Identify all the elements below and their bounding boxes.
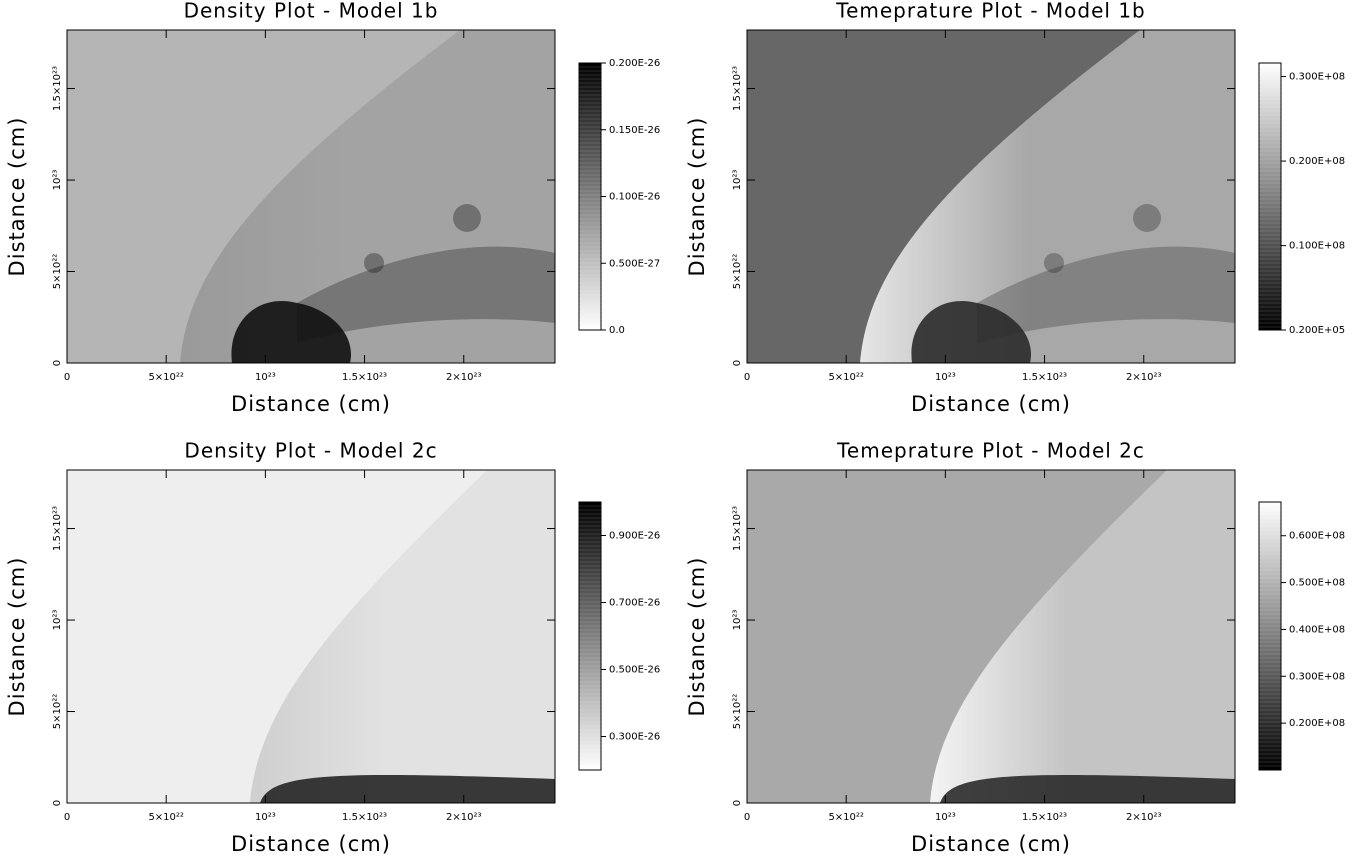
field-plume: [297, 246, 555, 343]
y-tick-label: 10²³: [52, 610, 63, 631]
x-axis-label: Distance (cm): [231, 832, 391, 856]
x-tick-label: 0: [64, 372, 70, 383]
x-tick-label: 10²³: [935, 812, 956, 823]
field-shocked: [860, 30, 1235, 363]
x-tick-label: 2×10²³: [446, 812, 481, 823]
field-image: [747, 470, 1235, 803]
colorbar-tick-label: 0.0: [609, 325, 625, 336]
plot-frame: [746, 469, 1236, 804]
y-tick-label: 0: [52, 800, 63, 806]
y-tick-label: 10²³: [52, 170, 63, 191]
field-jet: [940, 774, 1235, 803]
y-tick-label: 5×10²²: [52, 694, 63, 729]
field-shocked: [930, 470, 1235, 803]
field-image: [67, 470, 555, 803]
plot-frame: [746, 29, 1236, 364]
field-jet: [260, 774, 555, 803]
y-tick-label: 5×10²²: [732, 694, 743, 729]
chart-title: Density Plot - Model 1b: [184, 0, 439, 23]
colorbar-tick-label: 0.200E+05: [1289, 325, 1345, 336]
y-tick-label: 10²³: [732, 610, 743, 631]
y-axis-label: Distance (cm): [5, 117, 29, 277]
x-axis-label: Distance (cm): [911, 392, 1071, 416]
x-axis-label: Distance (cm): [231, 392, 391, 416]
colorbar-tick-label: 0.300E+08: [1289, 72, 1345, 83]
x-tick-label: 10²³: [255, 812, 276, 823]
x-tick-label: 5×10²²: [148, 812, 183, 823]
plot-frame: [66, 469, 556, 804]
x-tick-label: 1.5×10²³: [342, 372, 387, 383]
field-image: [747, 30, 1235, 363]
chart-title: Density Plot - Model 2c: [184, 439, 437, 463]
colorbar-tick-label: 0.200E+08: [1289, 156, 1345, 167]
colorbar-tick-label: 0.900E-26: [609, 531, 660, 542]
colorbar-tick-label: 0.200E+08: [1289, 718, 1345, 729]
x-tick-label: 1.5×10²³: [1022, 812, 1067, 823]
x-tick-label: 2×10²³: [1126, 812, 1161, 823]
colorbar-tick-label: 0.500E+08: [1289, 578, 1345, 589]
plot-frame: [66, 29, 556, 364]
colorbar-tick-label: 0.100E-26: [609, 192, 660, 203]
field-shocked: [250, 470, 555, 803]
field-vortex: [364, 253, 384, 273]
x-tick-label: 2×10²³: [446, 372, 481, 383]
colorbar-tick-label: 0.400E+08: [1289, 624, 1345, 635]
x-tick-label: 0: [744, 812, 750, 823]
y-tick-label: 0: [732, 360, 743, 366]
field-vortex: [1133, 204, 1161, 232]
x-tick-label: 5×10²²: [148, 372, 183, 383]
colorbar-tick-label: 0.500E-27: [609, 258, 660, 269]
y-tick-label: 0: [52, 360, 63, 366]
x-tick-label: 2×10²³: [1126, 372, 1161, 383]
colorbar: [578, 501, 602, 771]
y-tick-label: 1.5×10²³: [732, 66, 743, 111]
x-tick-label: 0: [64, 812, 70, 823]
x-tick-label: 10²³: [935, 372, 956, 383]
colorbar: [1258, 501, 1282, 771]
y-tick-label: 5×10²²: [52, 254, 63, 289]
colorbar-tick-label: 0.150E-26: [609, 125, 660, 136]
field-plume: [977, 246, 1235, 343]
chart-title: Temeprature Plot - Model 2c: [836, 439, 1145, 463]
y-axis-label: Distance (cm): [685, 557, 709, 717]
x-tick-label: 5×10²²: [828, 812, 863, 823]
y-tick-label: 1.5×10²³: [52, 506, 63, 551]
y-tick-label: 1.5×10²³: [52, 66, 63, 111]
field-vortex: [453, 204, 481, 232]
y-tick-label: 1.5×10²³: [732, 506, 743, 551]
y-axis-label: Distance (cm): [685, 117, 709, 277]
field-jet: [231, 301, 352, 363]
field-vortex: [1044, 253, 1064, 273]
colorbar: [1258, 62, 1282, 331]
colorbar-tick-label: 0.700E-26: [609, 598, 660, 609]
field-jet: [911, 301, 1032, 363]
y-tick-label: 5×10²²: [732, 254, 743, 289]
y-tick-label: 0: [732, 800, 743, 806]
x-tick-label: 5×10²²: [828, 372, 863, 383]
x-tick-label: 10²³: [255, 372, 276, 383]
colorbar-tick-label: 0.200E-26: [609, 58, 660, 69]
y-tick-label: 10²³: [732, 170, 743, 191]
colorbar-tick-label: 0.600E+08: [1289, 531, 1345, 542]
field-image: [67, 30, 555, 363]
colorbar-tick-label: 0.100E+08: [1289, 241, 1345, 252]
field-shocked: [180, 30, 555, 363]
chart-title: Temeprature Plot - Model 1b: [835, 0, 1146, 23]
colorbar-tick-label: 0.500E-26: [609, 665, 660, 676]
x-tick-label: 1.5×10²³: [1022, 372, 1067, 383]
y-axis-label: Distance (cm): [5, 557, 29, 717]
colorbar-tick-label: 0.300E-26: [609, 732, 660, 743]
x-tick-label: 0: [744, 372, 750, 383]
x-axis-label: Distance (cm): [911, 832, 1071, 856]
x-tick-label: 1.5×10²³: [342, 812, 387, 823]
colorbar-tick-label: 0.300E+08: [1289, 671, 1345, 682]
